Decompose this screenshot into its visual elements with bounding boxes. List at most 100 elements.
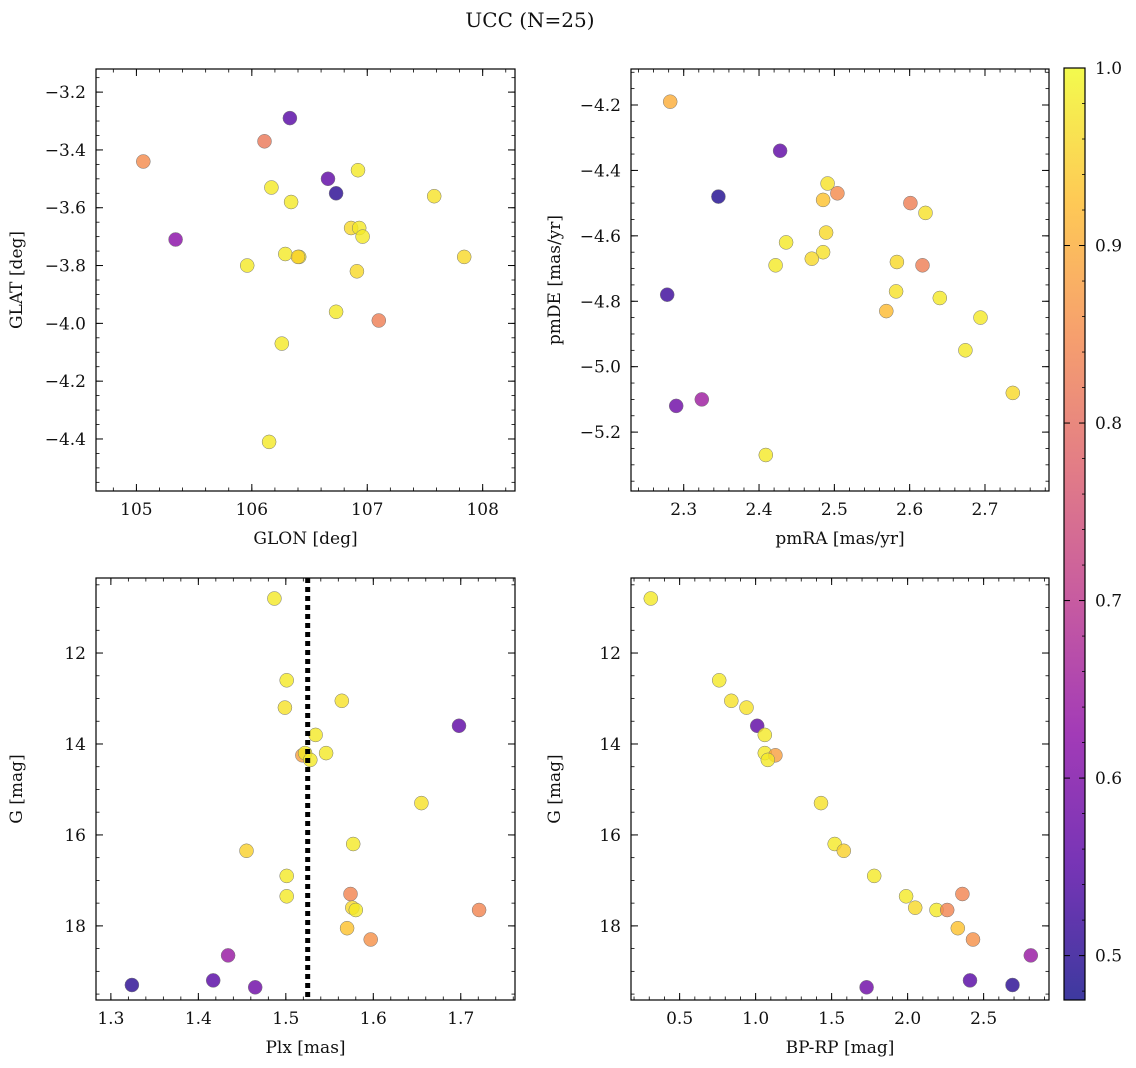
scatter-point (220, 948, 236, 963)
scatter-point (343, 886, 358, 902)
axes-frame (95, 577, 516, 1001)
scatter-point (903, 195, 918, 211)
scatter-point (414, 795, 429, 811)
scatter-point (918, 205, 933, 221)
scatter-point (757, 727, 773, 743)
scatter-point (950, 920, 966, 936)
scatter-point (820, 176, 835, 191)
panels: 105 106 107 108 −4.4 −4.2 −4.0 −3.8 −3.6 −3.4 −3.2… (7, 68, 1050, 1058)
scatter-point (328, 186, 344, 201)
scatter-point (426, 188, 442, 204)
scatter-point (348, 902, 364, 918)
y-tick-label: 18 (599, 917, 621, 937)
scatter-point (267, 591, 282, 606)
scatter-point (973, 310, 988, 325)
x-tick-label: 1.5 (272, 1009, 299, 1029)
scatter-point (350, 162, 366, 178)
y-tick-label: −4.0 (45, 314, 86, 334)
scatter-point (939, 902, 955, 918)
scatter-point (915, 258, 930, 273)
scatter-point (136, 154, 151, 169)
scatter-point (320, 171, 336, 187)
scatter-point (768, 258, 783, 273)
scatter-point (965, 932, 981, 947)
axes-frame (630, 68, 1050, 492)
scatter-point (451, 718, 467, 734)
scatter-point (264, 180, 279, 195)
scatter-point (239, 258, 255, 273)
scatter-point (1005, 977, 1020, 993)
panel-2: 2.3 2.4 2.5 2.6 2.7 −5.2 −5.0 −4.8 −4.6 −4.4 −4.2 p… (545, 68, 1050, 549)
scatter-point (1023, 948, 1039, 963)
colorbar-gradient (1063, 67, 1086, 1001)
x-tick-label: 0.5 (666, 1009, 693, 1029)
scatter-point (328, 304, 344, 320)
scatter-point (279, 673, 294, 688)
y-tick-label: 14 (64, 735, 86, 755)
scatter-point (274, 336, 290, 351)
scatter-point (772, 143, 788, 159)
x-axis-label: GLON [deg] (253, 529, 357, 549)
x-tick-label: 105 (120, 500, 152, 520)
y-tick-label: −3.2 (45, 83, 86, 103)
scatter-point (962, 973, 978, 988)
scatter-point (815, 244, 831, 260)
scatter-point (279, 868, 294, 884)
scatter-point (345, 836, 361, 852)
scatter-point (261, 434, 277, 450)
x-tick-label: 1.0 (742, 1009, 769, 1029)
x-tick-label: 2.5 (970, 1009, 997, 1029)
y-tick-label: −4.4 (580, 161, 621, 181)
scatter-point (859, 980, 874, 995)
colorbar-tick-label: 0.7 (1095, 592, 1122, 612)
y-tick-label: 14 (599, 735, 621, 755)
scatter-point (815, 192, 831, 208)
scatter-point (277, 700, 293, 715)
x-tick-label: 1.5 (818, 1009, 845, 1029)
scatter-point (471, 902, 487, 918)
colorbar: 0.5 0.6 0.7 0.8 0.9 1.0 (1063, 59, 1122, 1001)
colorbar-tick-label: 0.6 (1095, 769, 1122, 789)
scatter-point (278, 246, 293, 262)
x-tick-label: 2.5 (821, 500, 848, 520)
scatter-point (456, 249, 472, 265)
y-tick-label: −4.6 (580, 227, 621, 247)
scatter-point (818, 225, 834, 240)
scatter-point (830, 186, 845, 201)
axes-frame (630, 577, 1050, 1001)
scatter-point (339, 920, 355, 936)
x-tick-label: 2.6 (896, 500, 923, 520)
y-axis-label: G [mag] (7, 754, 27, 823)
scatter-point (371, 313, 387, 328)
scatter-point (907, 900, 923, 915)
y-axis-label: pmDE [mas/yr] (545, 215, 565, 345)
y-tick-label: −4.2 (45, 372, 86, 392)
scatter-point (257, 134, 272, 149)
scatter-point (888, 284, 904, 299)
scatter-point (724, 693, 739, 709)
scatter-point (355, 229, 370, 244)
x-axis-label: Plx [mas] (265, 1038, 345, 1058)
scatter-point (879, 303, 894, 319)
x-tick-label: 106 (236, 500, 268, 520)
colorbar-tick-label: 1.0 (1095, 59, 1122, 79)
figure-title: UCC (N=25) (465, 8, 594, 32)
scatter-point (363, 932, 378, 947)
y-tick-label: 12 (64, 644, 86, 664)
scatter-point (758, 447, 774, 463)
scatter-points (136, 110, 472, 450)
scatter-point (898, 889, 914, 904)
x-tick-label: 1.6 (360, 1009, 387, 1029)
scatter-point (349, 264, 365, 279)
x-axis-label: BP-RP [mag] (786, 1038, 895, 1058)
scatter-point (668, 398, 684, 414)
x-axis-label: pmRA [mas/yr] (775, 529, 904, 549)
scatter-point (643, 591, 659, 606)
x-tick-label: 2.7 (971, 500, 998, 520)
scatter-point (662, 94, 678, 109)
x-tick-label: 107 (351, 500, 383, 520)
scatter-point (308, 727, 323, 743)
scatter-points (124, 591, 487, 995)
scatter-point (958, 343, 973, 358)
x-tick-label: 1.7 (447, 1009, 474, 1029)
